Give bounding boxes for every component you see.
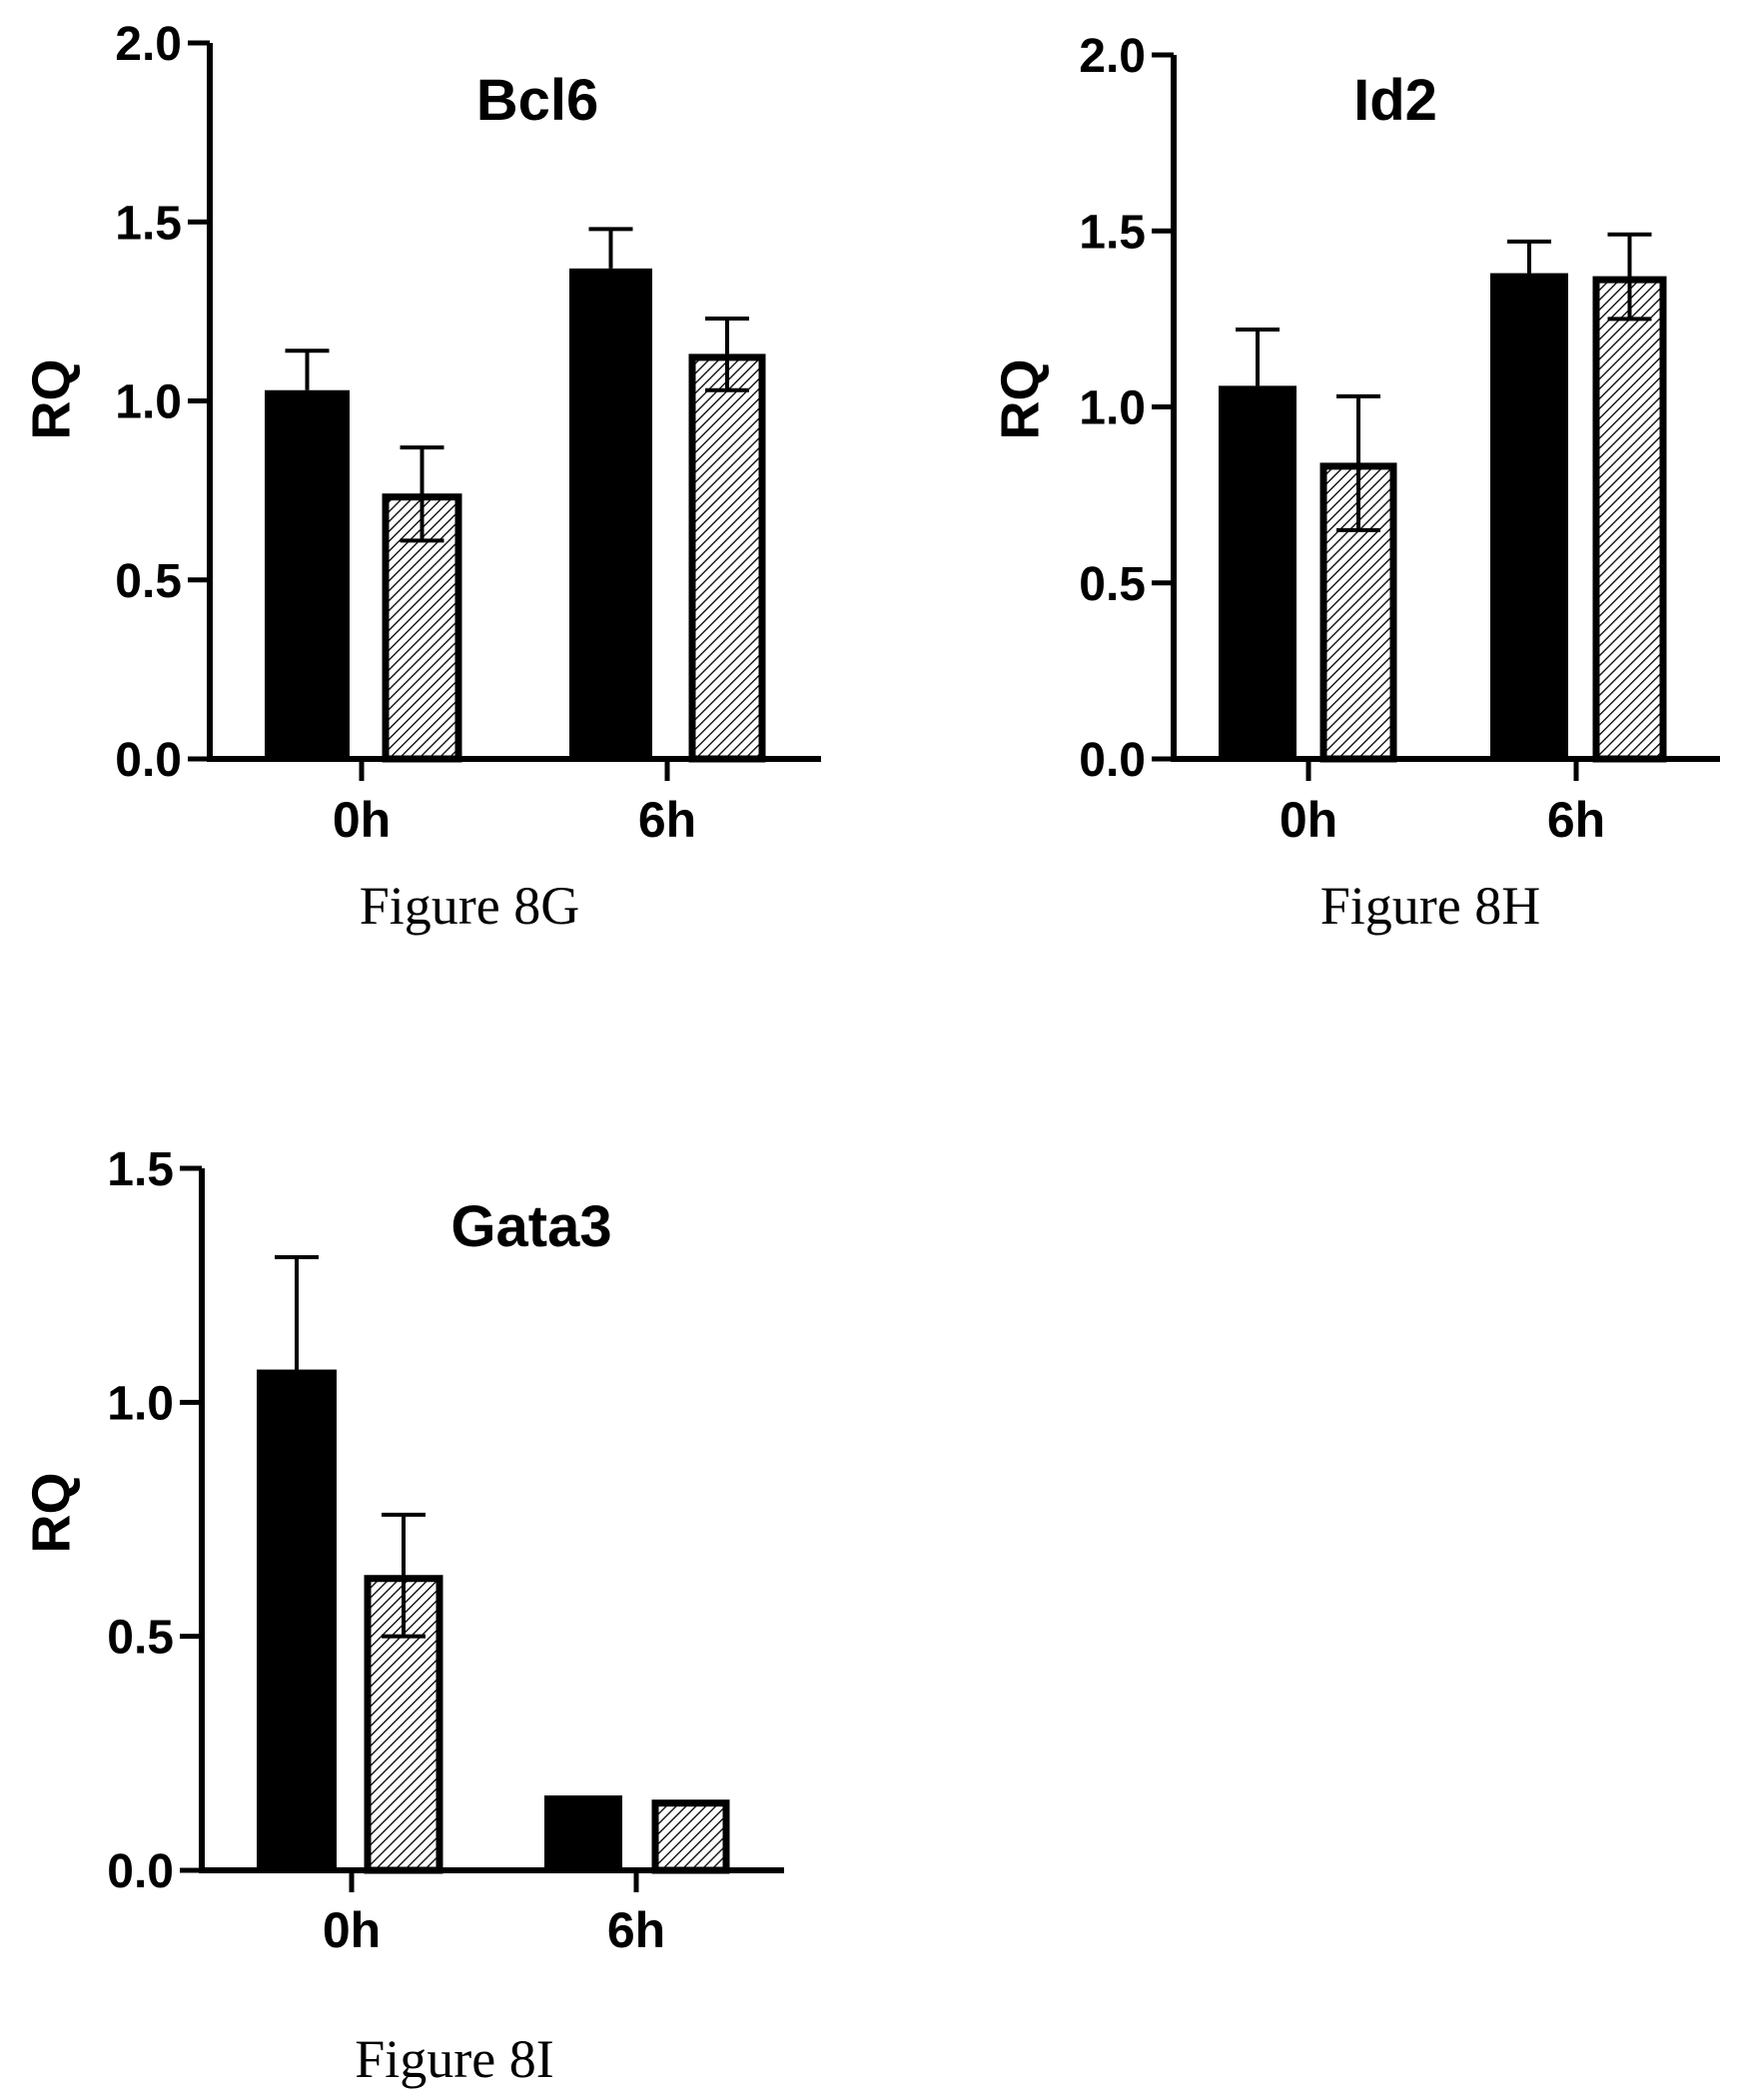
y-tick-label: 2.0 (1079, 30, 1146, 83)
bar-6h-solid (544, 1795, 622, 1870)
bar-0h-solid (265, 389, 350, 759)
y-tick-label: 0.5 (107, 1612, 174, 1665)
y-tick-label: 1.0 (115, 376, 182, 429)
y-tick-label: 0.0 (107, 1845, 174, 1898)
x-tick-label: 6h (638, 792, 696, 848)
x-tick-label: 0h (1280, 792, 1337, 848)
x-tick-label: 6h (607, 1902, 665, 1958)
bar-0h-solid (257, 1369, 337, 1870)
y-tick-label: 1.5 (107, 1143, 174, 1196)
chart-bcl6: 0.0 0.5 1.0 1.5 2.0 0h 6h Bcl6 RQ Figure 8G (21, 18, 821, 936)
y-tick-label: 0.5 (115, 555, 182, 608)
y-tick-label: 1.0 (1079, 382, 1146, 435)
chart-title: Bcl6 (476, 68, 599, 133)
x-tick-label: 0h (323, 1902, 381, 1958)
figure-caption: Figure 8I (355, 2029, 553, 2089)
bar-0h-solid (1219, 385, 1297, 759)
y-axis-label: RQ (21, 359, 81, 440)
y-tick-label: 1.0 (107, 1377, 174, 1430)
bar-6h-solid (569, 268, 652, 759)
bar-6h-hatched (1592, 276, 1667, 763)
chart-id2: 0.0 0.5 1.0 1.5 2.0 0h 6h Id2 RQ Figure 8H (990, 30, 1720, 936)
x-tick-label: 0h (333, 792, 391, 848)
x-tick-label: 6h (1547, 792, 1605, 848)
bar-6h-hatched (688, 353, 766, 763)
figure-caption: Figure 8G (360, 876, 579, 936)
y-tick-label: 0.5 (1079, 558, 1146, 611)
y-tick-label: 0.0 (115, 734, 182, 787)
y-axis-label: RQ (990, 359, 1050, 440)
y-tick-label: 1.5 (1079, 206, 1146, 259)
bar-6h-hatched (651, 1799, 730, 1874)
chart-title: Gata3 (450, 1194, 611, 1259)
y-axis-label: RQ (21, 1473, 81, 1554)
y-tick-label: 2.0 (115, 18, 182, 71)
chart-title: Id2 (1353, 68, 1437, 133)
chart-gata3: 0.0 0.5 1.0 1.5 0h 6h Gata3 RQ Figure 8I (21, 1143, 784, 2089)
figure-caption: Figure 8H (1320, 876, 1540, 936)
y-tick-label: 1.5 (115, 197, 182, 250)
y-tick-label: 0.0 (1079, 734, 1146, 787)
bar-6h-solid (1490, 273, 1568, 759)
